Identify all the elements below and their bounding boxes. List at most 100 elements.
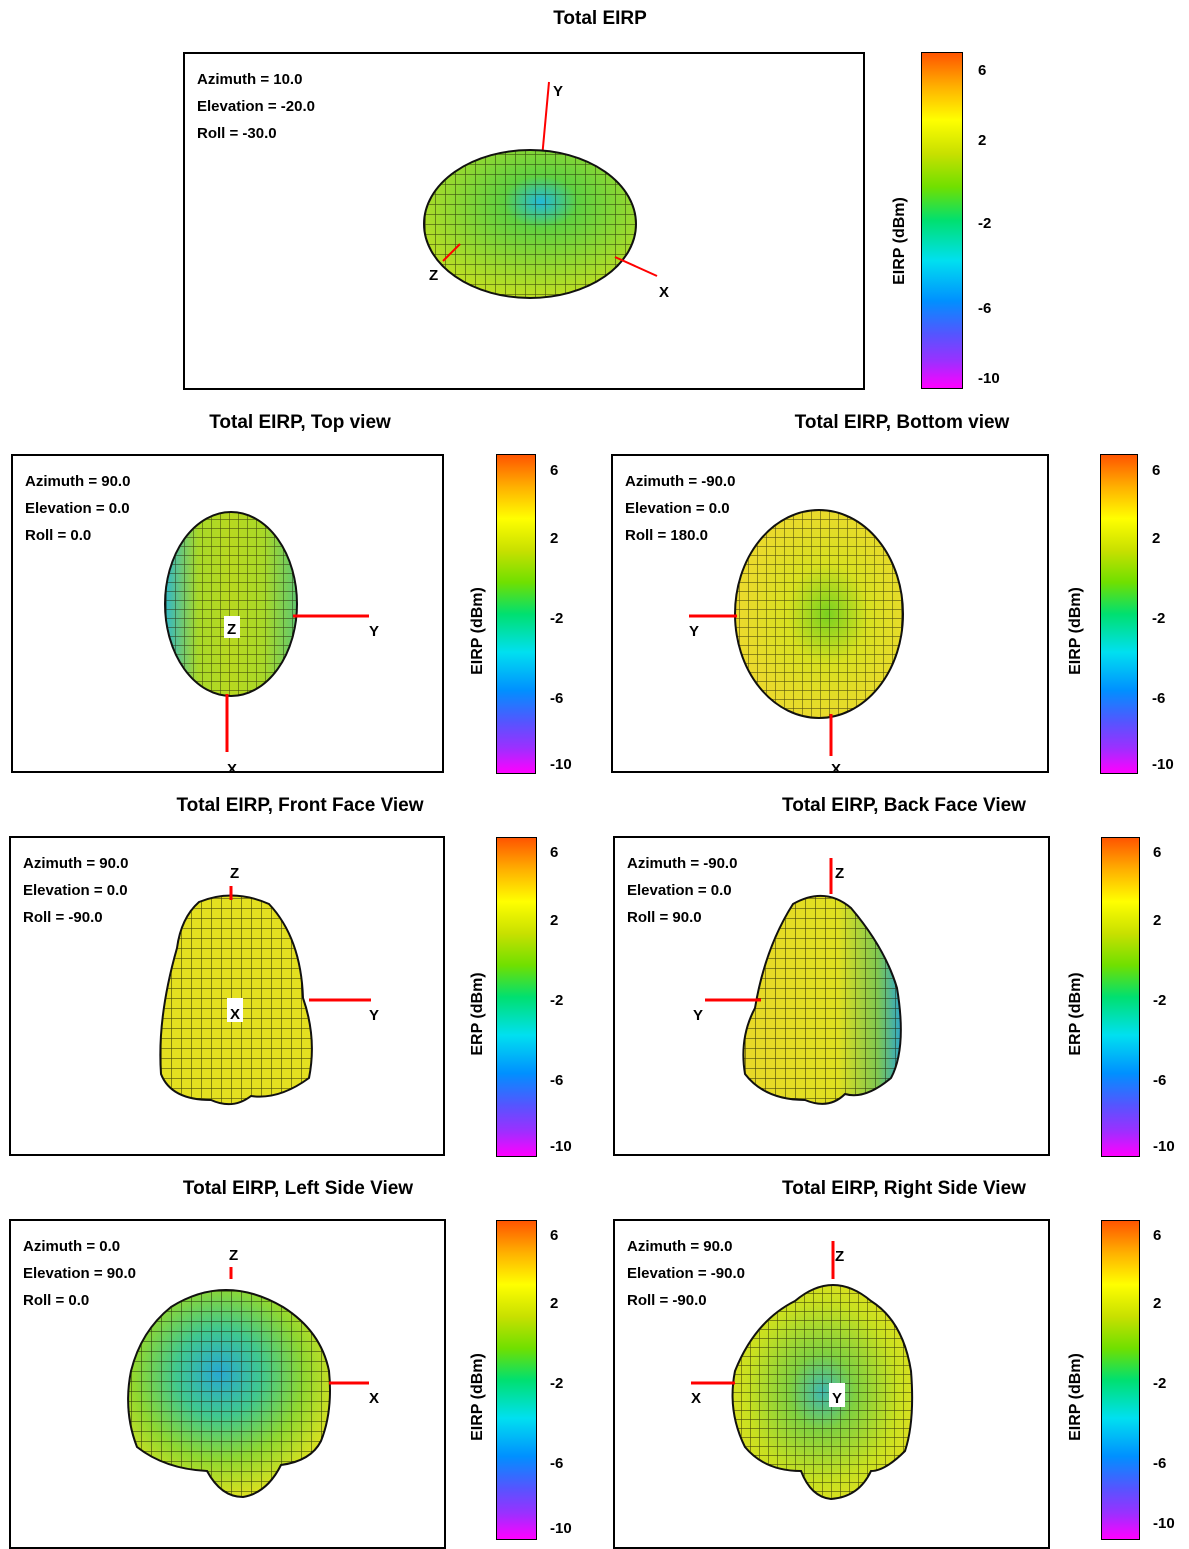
elevation-value: Elevation = 90.0 xyxy=(23,1265,136,1282)
plot-panel-left-side: Azimuth = 0.0 Elevation = 90.0 Roll = 0.… xyxy=(9,1219,446,1549)
pattern-plot: Z X Y xyxy=(691,1241,914,1501)
axis-label-x: X xyxy=(227,761,237,773)
axis-label-y: Y xyxy=(693,1007,703,1024)
axis-label-z: Z xyxy=(227,621,236,638)
view-params: Azimuth = 0.0 Elevation = 90.0 Roll = 0.… xyxy=(23,1233,136,1314)
azimuth-value: Azimuth = 90.0 xyxy=(23,855,129,872)
colorbar-tick: 2 xyxy=(978,132,987,149)
x-axis-line xyxy=(614,256,658,277)
axis-label-x: X xyxy=(230,1006,240,1023)
roll-value: Roll = -90.0 xyxy=(627,1292,707,1309)
elevation-value: Elevation = -20.0 xyxy=(197,98,315,115)
colorbar-tick: -10 xyxy=(978,370,1000,387)
colorbar-tick: -2 xyxy=(550,1375,564,1392)
colorbar xyxy=(921,52,963,389)
axis-label-y: Y xyxy=(369,1007,379,1024)
axis-label-y: Y xyxy=(369,623,379,640)
colorbar xyxy=(496,837,537,1157)
colorbar-tick: -2 xyxy=(1153,1375,1167,1392)
view-params: Azimuth = -90.0 Elevation = 0.0 Roll = 9… xyxy=(627,850,737,931)
colorbar-tick: -10 xyxy=(1153,1138,1175,1155)
colorbar-tick: 2 xyxy=(1153,912,1162,929)
colorbar-tick: 6 xyxy=(1152,462,1161,479)
roll-value: Roll = -30.0 xyxy=(197,125,277,142)
colorbar-tick: -2 xyxy=(550,992,564,1009)
elevation-value: Elevation = 0.0 xyxy=(625,500,730,517)
pattern-plot: Z Y xyxy=(693,858,902,1105)
chart-title-back-face: Total EIRP, Back Face View xyxy=(782,795,1026,816)
colorbar-tick: 6 xyxy=(1153,844,1162,861)
view-params: Azimuth = 10.0 Elevation = -20.0 Roll = … xyxy=(197,66,315,147)
chart-title-bottom-view: Total EIRP, Bottom view xyxy=(794,412,1010,433)
elevation-value: Elevation = 0.0 xyxy=(23,882,128,899)
pattern-plot: Y X xyxy=(689,509,904,773)
colorbar-tick: 2 xyxy=(550,912,559,929)
colorbar xyxy=(496,1220,537,1540)
axis-label-z: Z xyxy=(429,267,438,284)
azimuth-value: Azimuth = 90.0 xyxy=(627,1238,733,1255)
plot-panel-bottom-view: Azimuth = -90.0 Elevation = 0.0 Roll = 1… xyxy=(611,454,1049,773)
chart-title-front-face: Total EIRP, Front Face View xyxy=(176,795,424,816)
azimuth-value: Azimuth = 0.0 xyxy=(23,1238,121,1255)
colorbar-tick: 6 xyxy=(978,62,987,79)
colorbar-tick: 2 xyxy=(550,1295,559,1312)
chart-title-main: Total EIRP xyxy=(553,8,647,29)
elevation-value: Elevation = 0.0 xyxy=(627,882,732,899)
axis-label-y: Y xyxy=(832,1390,842,1407)
plot-panel-main: Azimuth = 10.0 Elevation = -20.0 Roll = … xyxy=(183,52,865,390)
axis-label-y: Y xyxy=(553,83,563,100)
colorbar-label: ERP (dBm) xyxy=(1067,972,1084,1056)
colorbar-tick: -10 xyxy=(1153,1515,1175,1532)
chart-title-top-view: Total EIRP, Top view xyxy=(209,412,391,433)
colorbar xyxy=(1101,1220,1140,1540)
axis-label-x: X xyxy=(831,761,841,773)
z-axis-line xyxy=(442,243,461,262)
plot-panel-right-side: Azimuth = 90.0 Elevation = -90.0 Roll = … xyxy=(613,1219,1050,1549)
azimuth-value: Azimuth = -90.0 xyxy=(627,855,738,872)
colorbar xyxy=(496,454,536,774)
view-params: Azimuth = 90.0 Elevation = -90.0 Roll = … xyxy=(627,1233,745,1314)
colorbar-tick: -2 xyxy=(1153,992,1167,1009)
colorbar-tick: -6 xyxy=(550,1072,564,1089)
colorbar-tick: -6 xyxy=(978,300,992,317)
colorbar-tick: -6 xyxy=(550,1455,564,1472)
colorbar xyxy=(1101,837,1140,1157)
azimuth-value: Azimuth = -90.0 xyxy=(625,473,736,490)
colorbar-tick: 2 xyxy=(550,530,559,547)
plot-panel-back-face: Azimuth = -90.0 Elevation = 0.0 Roll = 9… xyxy=(613,836,1050,1156)
colorbar-label: EIRP (dBm) xyxy=(1067,1353,1084,1441)
colorbar xyxy=(1100,454,1138,774)
colorbar-tick: -2 xyxy=(1152,610,1166,627)
pattern-plot: Z X xyxy=(127,1247,379,1499)
colorbar-tick: -6 xyxy=(1152,690,1166,707)
axis-label-z: Z xyxy=(835,1248,844,1265)
colorbar-tick: -10 xyxy=(550,1138,572,1155)
colorbar-label: EIRP (dBm) xyxy=(1067,587,1084,675)
pattern-plot: Z Y X xyxy=(164,511,379,773)
roll-value: Roll = 180.0 xyxy=(625,527,708,544)
colorbar-tick: -10 xyxy=(550,1520,572,1537)
colorbar-tick: 2 xyxy=(1153,1295,1162,1312)
pattern-plot: Y X Z xyxy=(423,81,669,301)
colorbar-tick: -10 xyxy=(1152,756,1174,773)
roll-value: Roll = 0.0 xyxy=(23,1292,90,1309)
roll-value: Roll = 0.0 xyxy=(25,527,92,544)
colorbar-tick: -10 xyxy=(550,756,572,773)
view-params: Azimuth = -90.0 Elevation = 0.0 Roll = 1… xyxy=(625,468,735,549)
axis-label-x: X xyxy=(659,284,669,301)
colorbar-tick: -2 xyxy=(550,610,564,627)
colorbar-tick: -6 xyxy=(1153,1455,1167,1472)
azimuth-value: Azimuth = 90.0 xyxy=(25,473,131,490)
colorbar-tick: 2 xyxy=(1152,530,1161,547)
colorbar-tick: -2 xyxy=(978,215,992,232)
azimuth-value: Azimuth = 10.0 xyxy=(197,71,303,88)
chart-title-left-side: Total EIRP, Left Side View xyxy=(182,1178,414,1199)
colorbar-tick: -6 xyxy=(550,690,564,707)
colorbar-tick: 6 xyxy=(1153,1227,1162,1244)
colorbar-tick: -6 xyxy=(1153,1072,1167,1089)
elevation-value: Elevation = 0.0 xyxy=(25,500,130,517)
view-params: Azimuth = 90.0 Elevation = 0.0 Roll = 0.… xyxy=(25,468,130,549)
colorbar-tick: 6 xyxy=(550,844,559,861)
colorbar-label: EIRP (dBm) xyxy=(891,197,908,285)
colorbar-label: EIRP (dBm) xyxy=(469,587,486,675)
